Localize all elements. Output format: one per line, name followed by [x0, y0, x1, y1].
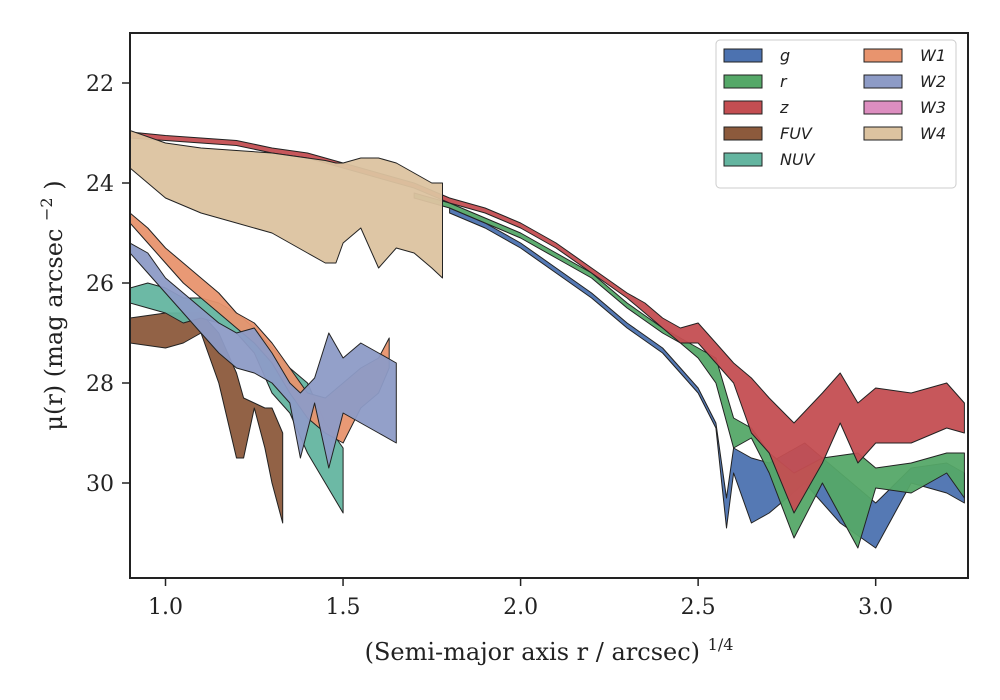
legend-swatch-fuv — [723, 126, 763, 141]
legend-label-w4: W4 — [920, 124, 946, 143]
y-tick-label: 26 — [86, 272, 114, 297]
legend-swatch-z — [723, 100, 763, 115]
legend-swatch-w1 — [863, 48, 903, 63]
legend-swatch-r — [723, 74, 763, 89]
legend-label-g: g — [780, 46, 790, 65]
y-tick-label: 24 — [86, 172, 114, 197]
plot-frame — [129, 32, 969, 579]
legend-swatch-nuv — [723, 152, 763, 167]
legend: grz FUV NUV W1 W2 W3 W4 — [715, 39, 957, 189]
y-tick-label: 22 — [86, 72, 114, 97]
legend-label-nuv: NUV — [780, 150, 816, 169]
y-tick-label: 30 — [86, 472, 114, 497]
legend-swatch-g — [723, 48, 763, 63]
legend-label-r: r — [780, 72, 788, 91]
legend-swatch-w2 — [863, 74, 903, 89]
x-tick-label: 3.0 — [858, 595, 893, 620]
legend-label-fuv: FUV — [780, 124, 813, 143]
legend-label-z: z — [779, 98, 789, 117]
series-band-z — [130, 131, 965, 514]
x-tick-label: 2.0 — [503, 595, 538, 620]
legend-label-w1: W1 — [920, 46, 946, 65]
series-band-w2 — [130, 242, 397, 469]
x-tick-label: 1.0 — [148, 595, 183, 620]
x-axis-label: (Semi-major axis r / arcsec) 1/4 — [365, 635, 734, 666]
y-axis-label: μ(r) (mag arcsec −2 ) — [30, 180, 68, 430]
y-axis-label-close: ) — [40, 180, 68, 189]
y-axis-label-exponent: −2 — [37, 197, 56, 221]
series-band-g — [449, 207, 965, 549]
y-axis-ticks: 22 24 26 28 30 — [86, 72, 130, 497]
x-axis-label-exponent: 1/4 — [708, 635, 734, 654]
series-areas — [130, 130, 965, 549]
y-axis-label-text: μ(r) (mag arcsec — [40, 229, 68, 431]
series-band-w4 — [130, 130, 443, 279]
x-tick-label: 1.5 — [326, 595, 361, 620]
x-axis-ticks: 1.0 1.5 2.0 2.5 3.0 — [148, 578, 893, 620]
legend-swatch-w4 — [863, 126, 903, 141]
legend-swatch-w3 — [863, 100, 903, 115]
legend-label-w2: W2 — [920, 72, 946, 91]
series-band-r — [413, 192, 965, 549]
x-tick-label: 2.5 — [681, 595, 716, 620]
legend-label-w3: W3 — [920, 98, 946, 117]
y-tick-label: 28 — [86, 372, 114, 397]
x-axis-label-text: (Semi-major axis r / arcsec) — [365, 638, 700, 666]
